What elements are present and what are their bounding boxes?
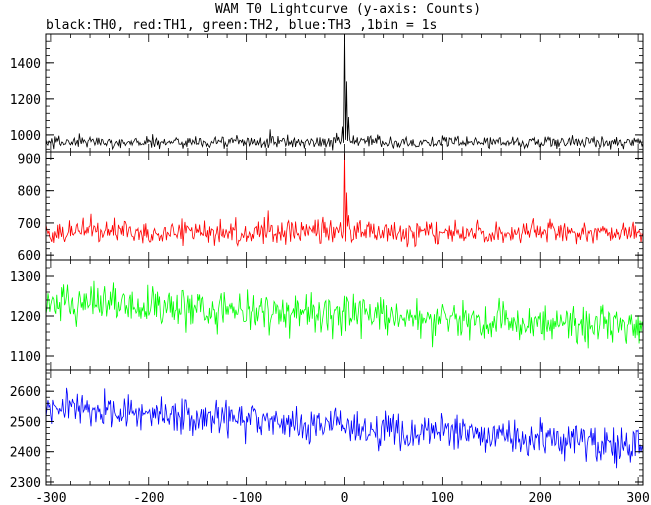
chart-title: WAM T0 Lightcurve (y-axis: Counts)	[215, 2, 481, 17]
y-tick-label: 1200	[10, 310, 41, 325]
y-tick-label: 2400	[10, 446, 41, 461]
panel-frame	[45, 259, 644, 371]
y-tick-label: 2300	[10, 476, 41, 491]
y-tick-label: 700	[18, 217, 41, 232]
x-axis: -300 -200 -100 0 100 200 300	[35, 491, 650, 505]
x-tick-label: 100	[431, 491, 454, 505]
y-tick-label: 2600	[10, 385, 41, 400]
x-tick-label: -200	[133, 491, 164, 505]
y-tick-label: 2500	[10, 415, 41, 430]
panel-th1: 600 700 800 900	[18, 151, 644, 264]
panel-frame	[45, 369, 644, 486]
y-tick-label: 900	[18, 152, 41, 167]
x-tick-label: -100	[231, 491, 262, 505]
y-tick-label: 1300	[10, 270, 41, 285]
panel-th2: 1100 1200 1300	[10, 259, 644, 371]
panel-th3: 2300 2400 2500 2600	[10, 369, 644, 491]
y-tick-label: 1000	[10, 129, 41, 144]
chart-panels: 1000 1200 1400 600 700 800 900 1100 1200 1300 2300…	[10, 33, 644, 491]
panel-th0: 1000 1200 1400	[10, 33, 644, 153]
x-tick-label: 200	[528, 491, 551, 505]
series-line-th2	[46, 280, 643, 349]
y-tick-label: 800	[18, 185, 41, 200]
x-tick-label: 0	[341, 491, 349, 505]
y-tick-label: 1200	[10, 93, 41, 108]
series-line-th3	[46, 387, 643, 469]
chart-subtitle: black:TH0, red:TH1, green:TH2, blue:TH3 …	[46, 18, 437, 33]
series-line-th0	[46, 34, 643, 151]
y-tick-label: 1400	[10, 57, 41, 72]
x-tick-label: -300	[35, 491, 66, 505]
y-tick-label: 1100	[10, 350, 41, 365]
series-line-th1	[46, 153, 643, 248]
x-tick-label: 300	[626, 491, 649, 505]
y-tick-label: 600	[18, 249, 41, 264]
